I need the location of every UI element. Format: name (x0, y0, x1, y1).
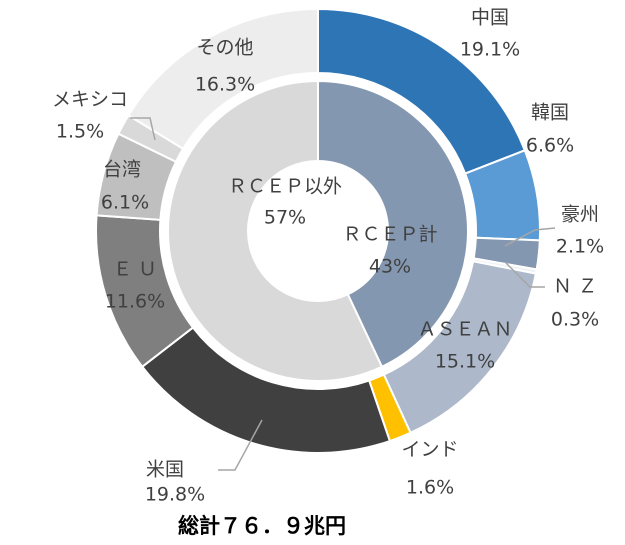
rings (95, 7, 541, 454)
value-label: 57% (264, 207, 306, 229)
leader-line (504, 227, 556, 247)
value-label: 6.6% (526, 135, 574, 157)
value-label: 2.1% (556, 236, 604, 258)
leader-line (504, 261, 545, 288)
slice-label: 台湾 (103, 159, 141, 181)
value-label: 1.6% (406, 477, 454, 499)
value-label: 16.3% (195, 74, 255, 96)
slice (127, 7, 319, 151)
value-label: 19.1% (460, 39, 520, 61)
slice-label: 中国 (471, 7, 509, 29)
value-label: 11.6% (105, 291, 165, 313)
value-label: 1.5% (56, 121, 104, 143)
slice-label: メキシコ (52, 89, 128, 111)
value-label: 43% (369, 256, 411, 278)
slice-label: 豪州 (561, 204, 599, 226)
value-label: 6.1% (101, 192, 149, 214)
slice (317, 79, 469, 369)
slice-label: ＲＣＥＰ以外 (228, 176, 342, 198)
leader-line (130, 117, 156, 141)
value-label: 15.1% (435, 351, 495, 373)
slice-label: Ｅ Ｕ (113, 259, 157, 281)
slice-label: ＲＣＥＰ計 (342, 224, 437, 246)
chart-title: 総計７６．９兆円 (178, 514, 346, 538)
leader-line (218, 419, 263, 471)
slice (167, 79, 384, 382)
slice-label: ＡＳＥＡＮ (417, 319, 512, 341)
slice-label: インド (401, 439, 458, 461)
value-label: 0.3% (551, 309, 599, 331)
slice-label: 韓国 (531, 102, 569, 124)
slice-label: その他 (196, 37, 253, 59)
slice-label: 米国 (146, 459, 184, 481)
slice-label: Ｎ Ｚ (553, 276, 597, 298)
value-label: 19.8% (145, 484, 205, 506)
